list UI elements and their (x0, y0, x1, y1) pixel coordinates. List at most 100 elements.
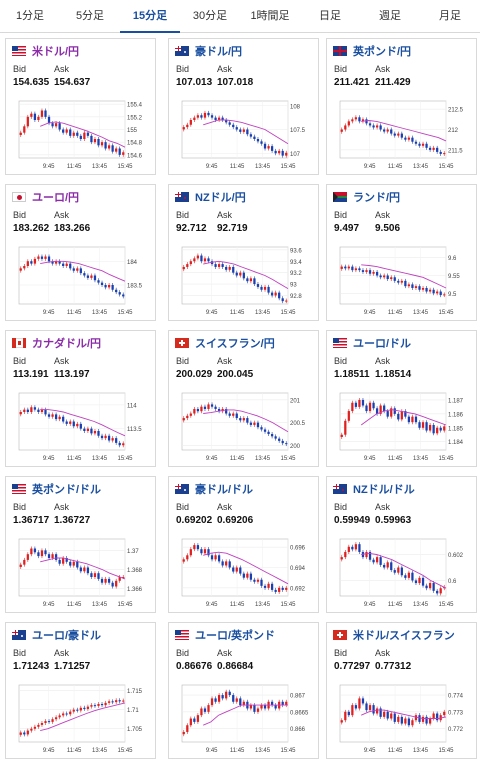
rate-card[interactable]: 豪ドル/円 Bid Ask 107.013 107.018 108 107.5 107 9:45… (168, 38, 319, 175)
candle-body (100, 704, 104, 706)
mini-candle-chart: 1.715 1.71 1.705 9:45 11:45 13:45 15:45 (18, 684, 143, 754)
candle-body (375, 271, 379, 276)
rate-card[interactable]: カナダドル/円 Bid Ask 113.191 113.197 114 113.5 9:45 1… (5, 330, 156, 467)
moving-average-line (40, 557, 126, 580)
candle-body (23, 732, 26, 735)
tab-6[interactable]: 日足 (319, 10, 341, 22)
pair-name-link[interactable]: ユーロ/ドル (353, 338, 412, 350)
tab-4[interactable]: 30分足 (192, 10, 228, 22)
candle-body (432, 147, 435, 150)
pair-name-link[interactable]: 英ポンド/ドル (32, 484, 102, 496)
rate-card[interactable]: 豪ドル/ドル Bid Ask 0.69202 0.69206 0.696 0.694 0.69… (168, 476, 319, 613)
rate-card[interactable]: 英ポンド/ドル Bid Ask 1.36717 1.36727 1.37 1.368 1.36… (5, 476, 156, 613)
candle-body (270, 434, 274, 437)
candle-body (189, 718, 192, 726)
tab-1[interactable]: 1分足 (15, 10, 45, 22)
candle-body (203, 258, 207, 262)
pair-name-link[interactable]: ユーロ/円 (32, 192, 80, 204)
x-tick-label: 11:45 (230, 748, 245, 754)
rate-card[interactable]: 英ポンド/円 Bid Ask 211.421 211.429 212.5 212 211.5 9… (326, 38, 477, 175)
rate-card[interactable]: ユーロ/豪ドル Bid Ask 1.71243 1.71257 1.715 1.71 1.70… (5, 622, 156, 759)
pair-name-link[interactable]: ユーロ/英ポンド (195, 630, 276, 642)
candle-body (386, 711, 389, 719)
candle-body (436, 713, 439, 721)
candle-body (393, 133, 396, 136)
candle-body (340, 557, 343, 560)
candle-body (347, 266, 350, 269)
candle-body (390, 562, 393, 571)
candle-body (193, 718, 196, 722)
y-tick-label: 154.8 (127, 141, 143, 147)
candle-body (30, 261, 33, 264)
rate-card[interactable]: 米ドル/スイスフラン Bid Ask 0.77297 0.77312 0.774 0.773… (326, 622, 477, 759)
pair-name-link[interactable]: 英ポンド/円 (353, 46, 412, 58)
candle-body (210, 404, 214, 407)
candle-body (397, 716, 400, 722)
candle-body (203, 112, 207, 118)
candle-body (186, 124, 189, 128)
x-tick-label: 9:45 (43, 748, 55, 754)
candle-body (232, 695, 235, 702)
us-flag-icon (12, 484, 26, 494)
rate-card[interactable]: 米ドル/円 Bid Ask 154.635 154.637 155.4 155.2 155 15… (5, 38, 156, 175)
candle-body (281, 440, 284, 444)
candle-body (418, 422, 421, 428)
rate-card[interactable]: NZドル/円 Bid Ask 92.712 92.719 93.6 93.4 93.2 93 92… (168, 184, 319, 321)
y-tick-label: 0.602 (448, 553, 464, 559)
candle-body (278, 150, 281, 154)
tab-7[interactable]: 週足 (379, 10, 401, 22)
y-tick-label: 0.774 (448, 694, 464, 700)
candle-body (267, 431, 270, 435)
candle-body (232, 124, 235, 128)
pair-name-link[interactable]: 米ドル/円 (32, 46, 80, 58)
candle-body (347, 411, 350, 421)
moving-average-line (40, 409, 126, 437)
x-tick-label: 15:45 (117, 456, 133, 462)
candle-body (383, 129, 386, 132)
tab-3[interactable]: 15分足 (120, 0, 180, 33)
pair-name-link[interactable]: 米ドル/スイスフラン (353, 630, 455, 642)
candle-body (242, 272, 245, 279)
tab-8[interactable]: 月足 (439, 10, 461, 22)
tab-5[interactable]: 1時間足 (250, 10, 290, 22)
rate-card[interactable]: ユーロ/円 Bid Ask 183.262 183.266 184 183.5 9:45 11:… (5, 184, 156, 321)
candle-body (90, 135, 93, 143)
x-tick-label: 11:45 (230, 456, 245, 462)
pair-name-link[interactable]: ユーロ/豪ドル (32, 630, 102, 642)
candle-body (397, 413, 400, 420)
x-tick-label: 13:45 (92, 164, 108, 170)
tab-2[interactable]: 5分足 (75, 10, 105, 22)
mini-candle-chart: 114 113.5 9:45 11:45 13:45 15:45 (18, 392, 142, 462)
candle-body (270, 701, 274, 706)
candle-body (182, 731, 185, 735)
rate-card[interactable]: ランド/円 Bid Ask 9.497 9.506 9.6 9.55 9.5 9:45 11:45… (326, 184, 477, 321)
candle-body (253, 278, 256, 285)
pair-name-link[interactable]: スイスフラン/円 (195, 338, 275, 350)
rate-card[interactable]: NZドル/ドル Bid Ask 0.59949 0.59963 0.602 0.6 9:45 1… (326, 476, 477, 613)
candle-body (58, 123, 61, 130)
ask-label: Ask (375, 64, 391, 74)
candle-body (347, 121, 350, 126)
candle-body (86, 275, 90, 278)
candle-body (186, 555, 189, 560)
candle-body (37, 256, 40, 259)
rate-card[interactable]: スイスフラン/円 Bid Ask 200.029 200.045 201 200.5 200 9… (168, 330, 319, 467)
pair-name-link[interactable]: ランド/円 (353, 192, 401, 204)
candle-body (354, 268, 358, 271)
candle-body (372, 402, 375, 409)
pair-name-link[interactable]: 豪ドル/円 (195, 46, 243, 58)
candle-body (47, 554, 51, 558)
pair-name-link[interactable]: 豪ドル/ドル (195, 484, 254, 496)
candle-body (207, 404, 210, 409)
candle-body (281, 701, 284, 706)
pair-name-link[interactable]: NZドル/円 (195, 192, 246, 204)
nz-flag-icon (175, 192, 189, 202)
rate-card[interactable]: ユーロ/英ポンド Bid Ask 0.86676 0.86684 0.867 0.8665 0… (168, 622, 319, 759)
candle-body (365, 405, 368, 412)
candle-body (69, 561, 72, 566)
candle-body (214, 117, 217, 120)
rate-card[interactable]: ユーロ/ドル Bid Ask 1.18511 1.18514 1.187 1.186 1.18… (326, 330, 477, 467)
pair-name-link[interactable]: NZドル/ドル (353, 484, 415, 496)
pair-name-link[interactable]: カナダドル/円 (32, 338, 102, 350)
candle-body (340, 720, 343, 723)
